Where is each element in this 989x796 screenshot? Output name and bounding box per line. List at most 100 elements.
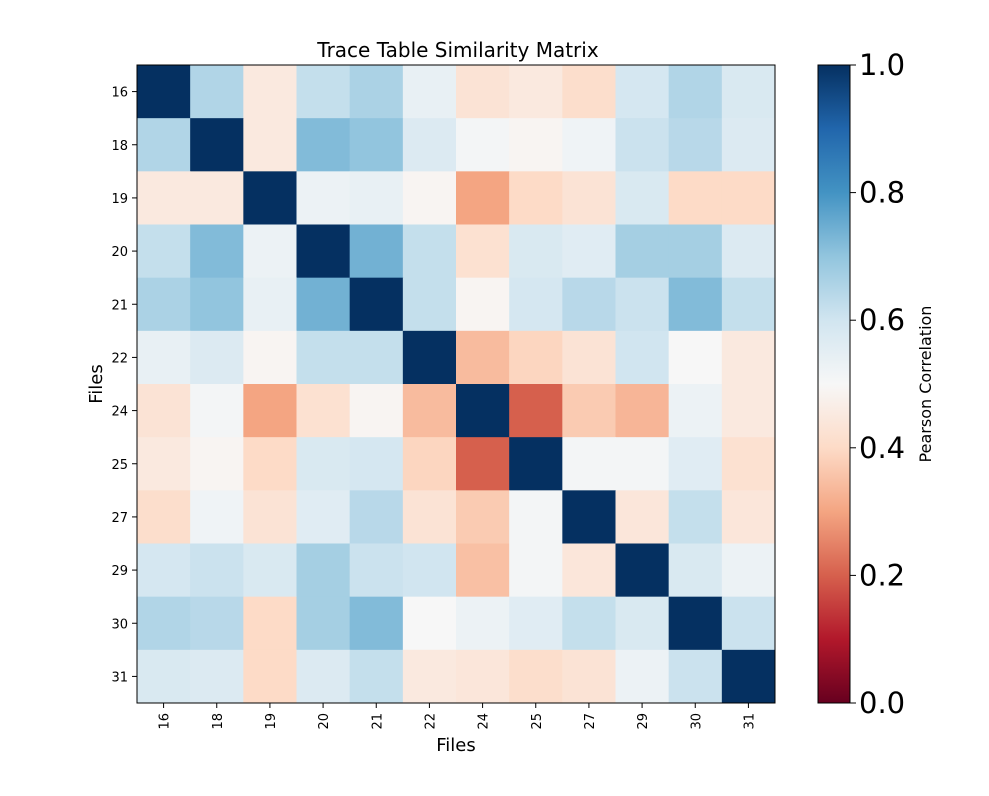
heatmap-cell bbox=[137, 330, 191, 385]
heatmap-cell bbox=[402, 224, 457, 279]
heatmap-cell bbox=[402, 490, 457, 544]
colorbar: 0.0 0.2 0.4 0.6 0.8 1.0 bbox=[817, 48, 905, 720]
heatmap-cell bbox=[509, 543, 563, 598]
heatmap-cell bbox=[562, 649, 616, 704]
heatmap-cell bbox=[190, 224, 244, 279]
heatmap-cell bbox=[243, 224, 297, 279]
colorbar-tick-label: 0.0 bbox=[859, 686, 905, 720]
y-tick-label: 20 bbox=[111, 245, 128, 260]
heatmap-cell bbox=[456, 437, 510, 491]
heatmap-cell bbox=[615, 330, 670, 385]
heatmap-cell bbox=[137, 65, 191, 119]
heatmap-cell bbox=[402, 277, 457, 332]
heatmap-cell bbox=[137, 277, 191, 332]
heatmap-cell bbox=[456, 330, 510, 385]
heatmap-cell bbox=[456, 65, 510, 119]
heatmap-cell bbox=[349, 384, 404, 438]
heatmap-cell bbox=[456, 118, 510, 172]
heatmap-cell bbox=[668, 330, 723, 385]
heatmap-cell bbox=[615, 437, 670, 491]
y-tick-label: 19 bbox=[111, 192, 128, 207]
heatmap-cell bbox=[721, 596, 776, 651]
heatmap-cell bbox=[243, 384, 297, 438]
heatmap-cell bbox=[349, 224, 404, 279]
heatmap-cell bbox=[509, 384, 563, 438]
heatmap-cell bbox=[562, 330, 616, 385]
heatmap-cell bbox=[402, 384, 457, 438]
heatmap-cell bbox=[509, 437, 563, 491]
colorbar-label: Pearson Correlation bbox=[916, 306, 935, 463]
heatmap-cell bbox=[615, 224, 670, 279]
heatmap-cell bbox=[562, 490, 616, 544]
heatmap-cell bbox=[349, 437, 404, 491]
heatmap-cell bbox=[615, 490, 670, 544]
x-tick-label: 22 bbox=[423, 713, 438, 730]
y-tick-label: 29 bbox=[111, 564, 128, 579]
x-tick-label: 30 bbox=[689, 713, 704, 730]
heatmap-cell bbox=[190, 437, 244, 491]
heatmap-cell bbox=[296, 171, 351, 225]
heatmap-cell bbox=[402, 118, 457, 172]
y-tick-label: 30 bbox=[111, 617, 128, 632]
heatmap-cell bbox=[668, 118, 723, 172]
heatmap-cell bbox=[562, 384, 616, 438]
heatmap-cell bbox=[721, 277, 776, 332]
heatmap-cell bbox=[137, 384, 191, 438]
heatmap-cell bbox=[296, 277, 351, 332]
heatmap-cell bbox=[137, 490, 191, 544]
heatmap-cells bbox=[137, 65, 776, 704]
heatmap-cell bbox=[243, 330, 297, 385]
heatmap-cell bbox=[456, 224, 510, 279]
heatmap-cell bbox=[562, 171, 616, 225]
heatmap-cell bbox=[668, 437, 723, 491]
heatmap-cell bbox=[668, 543, 723, 598]
heatmap-cell bbox=[509, 596, 563, 651]
heatmap-cell bbox=[509, 171, 563, 225]
heatmap-cell bbox=[296, 543, 351, 598]
x-axis-label: Files bbox=[436, 735, 476, 756]
x-tick-label: 16 bbox=[158, 713, 173, 730]
heatmap-cell bbox=[721, 118, 776, 172]
heatmap-cell bbox=[296, 224, 351, 279]
heatmap-cell bbox=[190, 596, 244, 651]
heatmap-cell bbox=[190, 277, 244, 332]
y-tick-label: 25 bbox=[111, 458, 128, 473]
heatmap-cell bbox=[243, 543, 297, 598]
heatmap-cell bbox=[509, 65, 563, 119]
heatmap-cell bbox=[137, 649, 191, 704]
heatmap-cell bbox=[296, 330, 351, 385]
heatmap-cell bbox=[402, 171, 457, 225]
heatmap-cell bbox=[190, 118, 244, 172]
heatmap-cell bbox=[243, 490, 297, 544]
heatmap-cell bbox=[509, 118, 563, 172]
x-tick-label: 21 bbox=[370, 713, 385, 730]
heatmap-cell bbox=[137, 437, 191, 491]
x-tick-label: 29 bbox=[636, 713, 651, 730]
x-tick-label: 25 bbox=[530, 713, 545, 730]
heatmap-cell bbox=[562, 118, 616, 172]
y-tick-label: 27 bbox=[111, 511, 128, 526]
heatmap-cell bbox=[349, 277, 404, 332]
chart-title: Trace Table Similarity Matrix bbox=[316, 38, 599, 62]
heatmap-cell bbox=[243, 649, 297, 704]
colorbar-tick-label: 0.4 bbox=[859, 431, 905, 465]
colorbar-tick-label: 1.0 bbox=[859, 48, 905, 82]
heatmap-cell bbox=[456, 649, 510, 704]
heatmap-cell bbox=[509, 277, 563, 332]
heatmap-cell bbox=[190, 330, 244, 385]
heatmap-cell bbox=[721, 490, 776, 544]
heatmap-cell bbox=[668, 384, 723, 438]
heatmap-cell bbox=[615, 596, 670, 651]
heatmap-cell bbox=[190, 543, 244, 598]
x-tick-label: 24 bbox=[477, 713, 492, 730]
heatmap-cell bbox=[668, 171, 723, 225]
heatmap-cell bbox=[349, 330, 404, 385]
heatmap-cell bbox=[349, 596, 404, 651]
heatmap-cell bbox=[296, 437, 351, 491]
heatmap-cell bbox=[456, 277, 510, 332]
heatmap-cell bbox=[243, 171, 297, 225]
heatmap-cell bbox=[721, 437, 776, 491]
heatmap-cell bbox=[190, 171, 244, 225]
heatmap-cell bbox=[615, 171, 670, 225]
heatmap-cell bbox=[509, 490, 563, 544]
